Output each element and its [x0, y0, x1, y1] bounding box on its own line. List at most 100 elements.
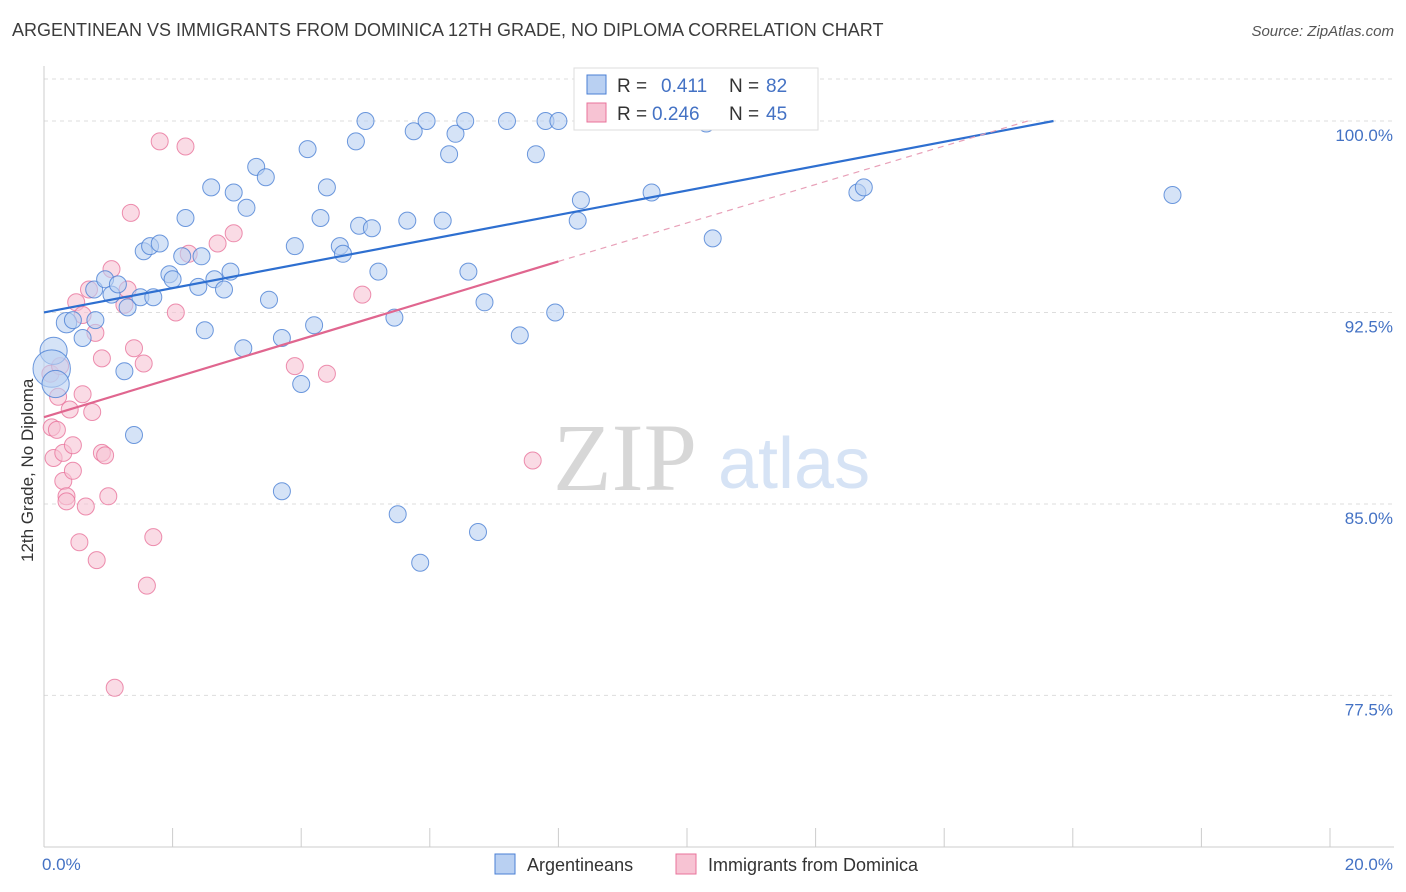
argentinean-point-54	[404, 122, 423, 141]
argentinean-point-57	[433, 211, 452, 230]
argentinean-point-62	[469, 523, 487, 541]
stats-legend: R = 0.411 N = 82 R = 0.246 N = 45	[573, 67, 819, 131]
argentinean-point-12	[115, 362, 134, 381]
argentinean-point-66	[526, 145, 545, 164]
argentinean-point-52	[388, 505, 407, 524]
argentinean-point-24	[192, 247, 211, 266]
dominica-point-23	[92, 349, 111, 368]
argentinean-point-64	[498, 112, 516, 130]
dominica-point-12	[63, 461, 82, 480]
argentinean-point-78	[703, 229, 722, 248]
argentinean-point-38	[272, 482, 291, 501]
y-tick-label-2: 92.5%	[1345, 317, 1393, 336]
stats-swatch-blue	[586, 74, 607, 95]
dominica-point-11	[63, 436, 82, 455]
x-tick-labels: 0.0% 20.0%	[42, 855, 1393, 874]
dominica-point-15	[73, 385, 92, 404]
argentinean-point-39	[298, 140, 317, 159]
argentinean-point-43	[317, 178, 336, 197]
watermark: ZIP atlas	[553, 404, 870, 511]
argentinean-point-31	[237, 198, 256, 217]
dominica-point-32	[134, 354, 153, 373]
argentinean-point-53	[398, 211, 417, 230]
chart-source: Source: ZipAtlas.com	[1251, 23, 1394, 40]
stats-swatch-pink	[586, 102, 607, 123]
dominica-point-42	[317, 364, 336, 383]
argentinean-point-35	[260, 290, 278, 309]
stats-r-value-pink: 0.246	[652, 104, 700, 125]
argentinean-point-59	[446, 124, 465, 143]
dominica-point-24	[96, 446, 115, 465]
argentinean-point-28	[215, 280, 233, 299]
dominica-point-31	[125, 339, 143, 358]
series-legend: Argentineans Immigrants from Dominica	[494, 853, 919, 875]
dominica-point-3	[47, 420, 66, 439]
dominica-point-19	[83, 403, 102, 421]
argentinean-point-40	[292, 375, 311, 393]
dominica-point-9	[57, 492, 76, 511]
argentinean-point-23	[189, 277, 208, 296]
dominica-point-14	[70, 533, 89, 552]
argentinean-point-34	[256, 168, 275, 187]
argentinean-point-26	[202, 178, 221, 197]
trend-line-dominica-extension	[558, 120, 1028, 262]
argentinean-point-65	[510, 326, 529, 345]
argentinean-point-60	[456, 112, 475, 130]
y-tick-labels: 77.5% 85.0% 92.5% 100.0%	[1335, 126, 1393, 719]
argentinean-point-37	[285, 237, 304, 256]
stats-n-value-pink: 45	[766, 104, 787, 125]
argentinean-point-42	[311, 209, 330, 227]
argentinean-point-61	[459, 262, 478, 281]
legend-label-dominica: Immigrants from Dominica	[708, 855, 919, 875]
trend-line-argentineans	[43, 119, 1054, 314]
y-tick-label-0: 77.5%	[1345, 700, 1393, 719]
dominica-point-44	[523, 451, 542, 470]
argentinean-point-56	[417, 112, 436, 130]
chart-title: ARGENTINEAN VS IMMIGRANTS FROM DOMINICA …	[12, 20, 884, 40]
stats-r-label-blue: R =	[617, 76, 647, 97]
axes	[43, 66, 1394, 848]
argentinean-point-81	[1163, 186, 1182, 204]
dominica-point-25	[99, 487, 118, 506]
argentinean-point-20	[163, 270, 182, 289]
argentinean-point-10	[108, 275, 127, 294]
y-tick-label-1: 85.0%	[1345, 509, 1393, 528]
dominica-point-27	[105, 678, 124, 697]
dominica-point-21	[87, 551, 106, 570]
trend-line-dominica	[43, 260, 559, 419]
legend-swatch-argentineans	[494, 853, 516, 875]
dominica-point-33	[137, 576, 156, 595]
stats-box-frame	[573, 67, 819, 131]
x-tick-label-1: 20.0%	[1345, 855, 1393, 874]
argentinean-point-11	[118, 298, 137, 317]
argentinean-point-63	[475, 293, 494, 312]
argentinean-point-48	[356, 112, 375, 130]
argentinean-point-22	[176, 209, 195, 227]
stats-r-label-pink: R =	[617, 104, 647, 125]
dominica-points	[41, 132, 542, 697]
argentinean-point-30	[224, 183, 243, 202]
argentinean-point-55	[411, 553, 430, 572]
argentinean-points	[32, 112, 1182, 572]
argentinean-point-41	[305, 316, 324, 335]
dominica-point-40	[224, 224, 243, 243]
stats-n-label-pink: N =	[729, 104, 759, 125]
argentinean-point-49	[362, 219, 381, 238]
dominica-point-34	[144, 528, 163, 547]
y-tick-label-3: 100.0%	[1335, 126, 1393, 145]
legend-swatch-dominica	[675, 853, 697, 875]
argentinean-point-46	[346, 132, 365, 151]
argentinean-point-68	[549, 112, 568, 130]
argentinean-point-80	[854, 178, 873, 197]
argentinean-point-36	[272, 329, 291, 347]
dominica-point-36	[166, 303, 185, 322]
argentinean-point-6	[86, 311, 105, 330]
legend-label-argentineans: Argentineans	[527, 855, 633, 875]
stats-n-label-blue: N =	[729, 76, 759, 97]
trend-lines	[43, 119, 1054, 419]
gridlines	[44, 78, 1394, 696]
argentinean-point-2	[41, 369, 70, 399]
dominica-point-37	[176, 137, 195, 156]
argentinean-point-58	[440, 145, 459, 164]
